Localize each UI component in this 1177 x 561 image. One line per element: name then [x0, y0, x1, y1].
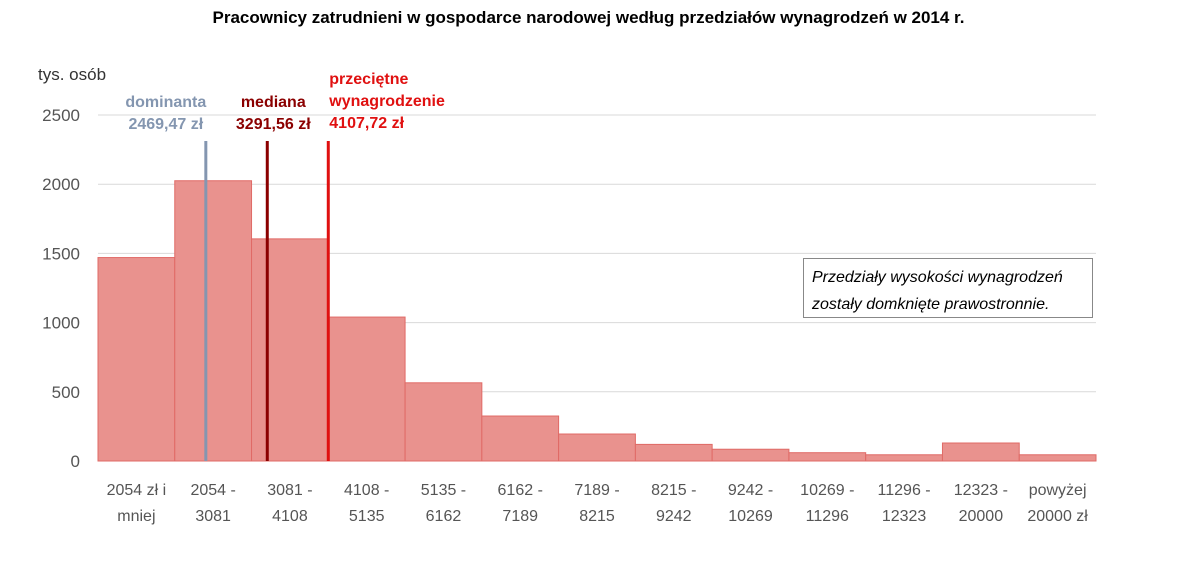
y-tick-label: 2500 — [42, 106, 80, 125]
x-tick-label: 9242 — [656, 508, 692, 525]
y-tick-label: 2000 — [42, 175, 80, 194]
mediana-label: mediana — [241, 94, 306, 111]
note-box: Przedziały wysokości wynagrodzeń zostały… — [803, 258, 1093, 318]
mediana-label: 3291,56 zł — [236, 116, 311, 133]
bar — [558, 433, 636, 462]
y-tick-label: 500 — [52, 383, 80, 402]
x-tick-label: mniej — [117, 508, 155, 525]
bar — [174, 180, 253, 462]
x-tick-label: powyżej — [1029, 482, 1087, 499]
x-tick-label: 11296 — [806, 508, 849, 525]
x-tick-label: 10269 — [728, 508, 773, 525]
x-ticks: 2054 zł i mniej 2054 - 3081 3081 - 4108 4108 -… — [107, 482, 1089, 525]
bar — [711, 448, 790, 462]
srednia-label: wynagrodzenie — [328, 93, 445, 110]
x-tick-label: 6162 — [426, 508, 462, 525]
chart-title: Pracownicy zatrudnieni w gospodarce naro… — [212, 8, 965, 27]
annotations: dominanta 2469,47 zł mediana 3291,56 zł prze… — [125, 71, 445, 461]
note-line-1: Przedziały wysokości wynagrodzeń — [812, 269, 1063, 286]
x-tick-label: 2054 - — [190, 482, 235, 499]
dominanta-label: 2469,47 zł — [128, 116, 203, 133]
x-tick-label: 5135 — [349, 508, 385, 525]
x-tick-label: 3081 — [195, 508, 231, 525]
bar — [481, 415, 560, 462]
x-tick-label: 10269 - — [800, 482, 854, 499]
y-tick-label: 1000 — [42, 314, 80, 333]
x-tick-label: 12323 - — [954, 482, 1008, 499]
x-tick-label: 5135 - — [421, 482, 466, 499]
x-tick-label: 7189 - — [574, 482, 619, 499]
x-tick-label: 6162 - — [498, 482, 543, 499]
y-tick-label: 1500 — [42, 244, 80, 263]
bars — [97, 180, 1097, 462]
srednia-label: 4107,72 zł — [329, 115, 404, 132]
y-ticks: 0 500 1000 1500 2000 2500 — [42, 106, 80, 471]
x-tick-label: 20000 — [959, 508, 1004, 525]
srednia-label: przeciętne — [329, 71, 408, 88]
bar — [251, 238, 329, 462]
note-line-2: zostały domknięte prawostronnie. — [812, 296, 1050, 313]
x-tick-label: 4108 — [272, 508, 308, 525]
y-tick-label: 0 — [71, 452, 80, 471]
bar — [404, 382, 483, 462]
dominanta-label: dominanta — [125, 94, 206, 111]
bar — [327, 316, 406, 462]
x-tick-label: 2054 zł i — [107, 482, 167, 499]
x-tick-label: 12323 — [882, 508, 927, 525]
x-tick-label: 20000 zł — [1027, 508, 1088, 525]
bar — [1018, 454, 1097, 462]
x-tick-label: 8215 — [579, 508, 615, 525]
bar — [941, 442, 1020, 462]
x-tick-label: 8215 - — [651, 482, 696, 499]
x-tick-label: 11296 - — [878, 482, 931, 499]
bar — [634, 443, 713, 462]
x-tick-label: 9242 - — [728, 482, 773, 499]
x-tick-label: 7189 — [502, 508, 538, 525]
x-tick-label: 4108 - — [344, 482, 389, 499]
x-tick-label: 3081 - — [267, 482, 312, 499]
y-axis-label: tys. osób — [38, 65, 106, 84]
bar — [788, 452, 867, 462]
bar — [865, 454, 943, 462]
bar — [97, 257, 176, 462]
